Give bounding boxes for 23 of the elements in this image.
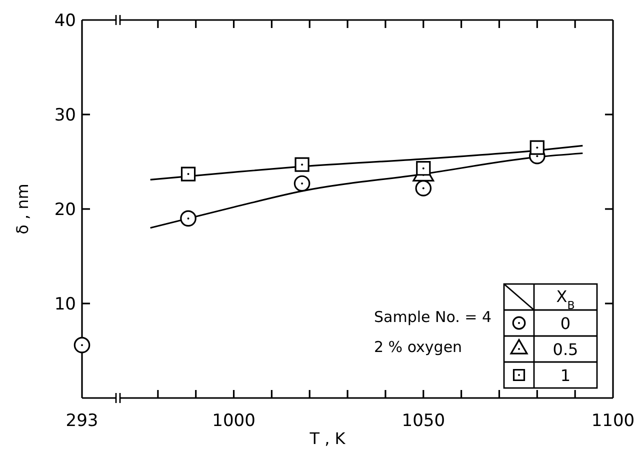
legend-label: 0.5 xyxy=(552,340,578,359)
point xyxy=(180,210,196,227)
annotation: 2 % oxygen xyxy=(374,338,462,356)
x-tick-label: 1050 xyxy=(402,411,446,431)
legend-title: X$_{B}$ xyxy=(556,287,575,312)
x-axis-title: T , K xyxy=(308,429,346,448)
y-axis-title: δ , nm xyxy=(13,184,32,234)
legend-label: 0 xyxy=(560,314,571,333)
x-tick-label: 1000 xyxy=(212,411,256,431)
y-tick-label: 40 xyxy=(54,11,76,31)
x-tick-label: 293 xyxy=(66,411,98,431)
y-tick-label: 10 xyxy=(54,294,76,314)
y-tick-label: 30 xyxy=(54,106,76,126)
x-tick-label: 1100 xyxy=(591,411,635,431)
point xyxy=(294,157,310,172)
point xyxy=(180,166,196,182)
point xyxy=(294,175,310,192)
point xyxy=(530,140,544,155)
point xyxy=(416,161,431,176)
point xyxy=(415,180,432,196)
y-tick-label: 20 xyxy=(54,200,76,220)
annotation: Sample No. = 4 xyxy=(374,308,492,326)
legend-label: 1 xyxy=(560,366,571,385)
